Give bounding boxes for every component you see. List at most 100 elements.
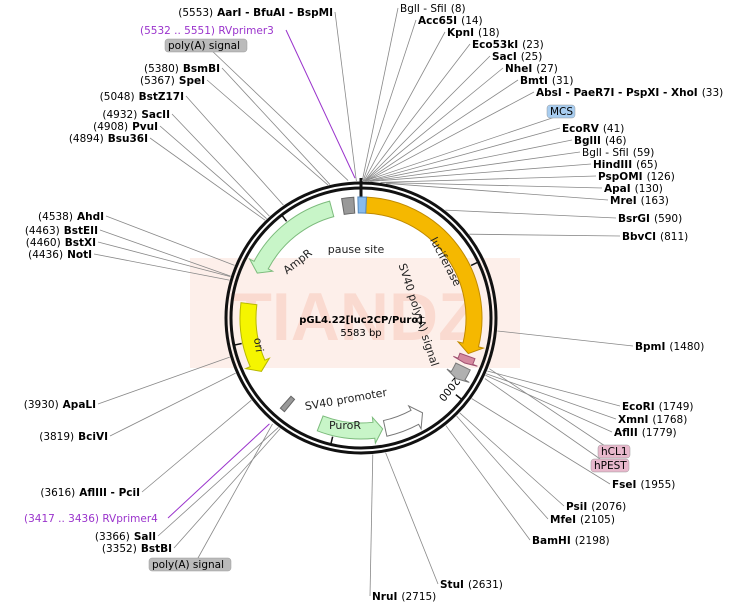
site-position: (3352) [102,543,137,555]
site-label-right[interactable]: BglI - SfiI (59) [582,147,654,159]
site-label-left[interactable]: (4463) BstEII [25,225,98,237]
site-label-left[interactable]: (4894) Bsu36I [69,133,148,145]
sv40-promoter-arrow[interactable] [382,404,424,437]
site-leader-line [367,127,561,182]
site-position: (5367) [140,75,175,87]
site-leader-line [97,356,230,405]
site-leader-line [206,79,329,186]
site-label-right[interactable]: BbvCI (811) [622,231,688,243]
puror-arrow[interactable] [316,415,384,445]
sv40-polya-arrow[interactable] [446,362,471,383]
site-enzyme-name: AarI - BfuAI - BspMI [217,7,333,19]
primer-label[interactable]: (3417 .. 3436) RVprimer4 [24,513,158,525]
site-label-left[interactable]: (3352) BstBI [102,543,172,555]
feature-tag-box[interactable] [148,557,232,572]
feature-tag-box[interactable] [546,104,576,119]
site-label-right[interactable]: NruI (2715) [372,591,436,603]
site-leader-line [99,229,231,277]
site-position: (3366) [95,531,130,543]
hcl1-box[interactable] [453,352,478,367]
site-label-left[interactable]: (5367) SpeI [140,75,205,87]
site-leader-line [471,398,611,485]
site-label-left[interactable]: (3930) ApaLI [24,399,96,411]
site-label-right[interactable]: MfeI (2105) [550,514,615,526]
site-label-right[interactable]: Eco53kI (23) [472,39,544,51]
plasmid-name: pGL4.22[luc2CP/Puro] [299,315,423,326]
site-label-right[interactable]: BglI - SfiI (8) [400,3,466,15]
site-label-right[interactable]: AbsI - PaeR7I - PspXI - XhoI (33) [536,87,723,99]
mcs-box[interactable] [357,196,367,214]
site-label-right[interactable]: BamHI (2198) [532,535,610,547]
pause-site-box[interactable] [341,196,356,215]
site-position: (163) [641,195,669,207]
site-label-left[interactable]: (3616) AflIII - PciI [40,487,140,499]
site-label-right[interactable]: FseI (1955) [612,479,675,491]
tag-leader-line [208,47,349,181]
site-enzyme-name: MreI [610,195,637,207]
site-label-right[interactable]: BglII (46) [574,135,627,147]
site-label-right[interactable]: ApaI (130) [604,183,663,195]
site-leader-line [385,452,439,585]
site-label-right[interactable]: SacI (25) [492,51,542,63]
site-position: (2715) [401,591,436,603]
site-leader-line [445,209,617,219]
site-position: (1955) [640,479,675,491]
site-label-left[interactable]: (4538) AhdI [38,211,104,223]
site-leader-line [221,67,331,185]
site-enzyme-name: Bsu36I [108,133,148,145]
feature-tag-box[interactable] [597,444,631,459]
site-label-right[interactable]: BmtI (31) [520,75,573,87]
site-position: (23) [522,39,544,51]
site-enzyme-name: BbvCI [622,231,656,243]
ampr-arrow[interactable] [248,200,335,274]
site-label-right[interactable]: Acc65I (14) [418,15,483,27]
site-label-left[interactable]: (4460) BstXI [26,237,96,249]
site-leader-line [149,137,266,221]
luciferase-arrow[interactable] [365,196,486,355]
site-enzyme-name: SacII [141,109,170,121]
site-label-right[interactable]: NheI (27) [505,63,558,75]
ori-arrow[interactable] [239,302,271,372]
feature-tag-box[interactable] [590,458,630,473]
site-label-left[interactable]: (3819) BciVI [39,431,108,443]
site-enzyme-name: BpmI [635,341,665,353]
site-position: (41) [603,123,625,135]
feature-tag-box[interactable] [164,38,248,53]
site-leader-line [369,454,374,597]
site-enzyme-name: BstZ17I [139,91,184,103]
site-position: (811) [660,231,688,243]
site-label-left[interactable]: (5048) BstZ17I [100,91,184,103]
polya-box-small[interactable] [279,395,296,413]
site-label-right[interactable]: StuI (2631) [440,579,503,591]
primer-label[interactable]: (5532 .. 5551) RVprimer3 [140,25,274,37]
site-enzyme-name: Eco53kI [472,39,518,51]
site-label-left[interactable]: (3366) SalI [95,531,156,543]
site-enzyme-name: AhdI [77,211,104,223]
site-label-right[interactable]: MreI (163) [610,195,669,207]
site-label-left[interactable]: (5380) BsmBI [144,63,220,75]
site-leader-line [486,373,617,420]
site-position: (5380) [144,63,179,75]
site-position: (46) [605,135,627,147]
site-label-left[interactable]: (4436) NotI [28,249,92,261]
site-label-right[interactable]: XmnI (1768) [618,414,687,426]
site-label-right[interactable]: PspOMI (126) [598,171,675,183]
site-label-right[interactable]: EcoRV (41) [562,123,624,135]
site-label-right[interactable]: BsrGI (590) [618,213,682,225]
site-label-right[interactable]: BpmI (1480) [635,341,704,353]
site-label-left[interactable]: (4932) SacII [102,109,170,121]
site-label-left[interactable]: (4908) PvuI [93,121,158,133]
site-enzyme-name: BstEII [64,225,98,237]
site-enzyme-name: BglII [574,135,601,147]
site-label-right[interactable]: KpnI (18) [447,27,500,39]
site-enzyme-name: BstXI [65,237,96,249]
site-label-left[interactable]: (5553) AarI - BfuAI - BspMI [178,7,333,19]
site-label-right[interactable]: EcoRI (1749) [622,401,694,413]
site-leader-line [365,79,519,182]
site-label-right[interactable]: PsiI (2076) [566,501,626,513]
site-label-right[interactable]: AflII (1779) [614,427,677,439]
site-label-right[interactable]: HindIII (65) [593,159,658,171]
tag-leader-line [489,368,618,455]
site-enzyme-name: BglI - SfiI [400,3,447,15]
